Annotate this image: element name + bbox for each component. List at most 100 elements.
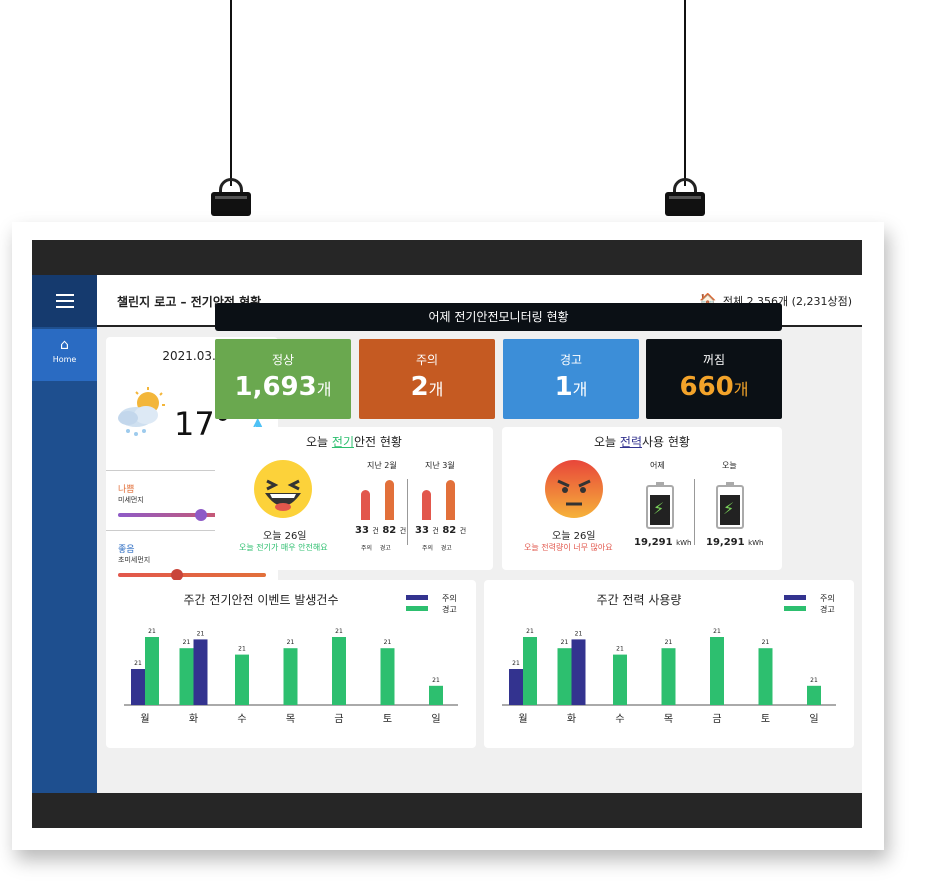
bar bbox=[807, 685, 821, 705]
ultrafine-dust-label: 초미세먼지 bbox=[118, 556, 151, 564]
count-unit: 건 bbox=[459, 527, 467, 535]
count-unit: 건 bbox=[372, 527, 379, 535]
stat-off-value: 660개 bbox=[646, 372, 782, 402]
bar bbox=[523, 637, 537, 705]
stat-warning-label: 경고 bbox=[559, 353, 583, 367]
stat-off[interactable]: 꺼짐 660개 bbox=[646, 339, 782, 419]
safety-count: 33 건 82 건 bbox=[355, 525, 406, 536]
stat-normal-number: 1,693 bbox=[234, 372, 317, 402]
hamburger-icon bbox=[55, 294, 74, 308]
legend-label: 주의 bbox=[442, 593, 457, 603]
power-value-yesterday: 19,291 kWh bbox=[634, 537, 692, 548]
bar-value-label: 21 bbox=[183, 639, 191, 646]
bar-value-label: 21 bbox=[713, 628, 721, 635]
divider bbox=[407, 479, 408, 545]
bar bbox=[235, 654, 249, 705]
power-today: 오늘 26일 bbox=[552, 531, 596, 542]
title-text: 오늘 bbox=[594, 435, 620, 449]
bar bbox=[429, 685, 443, 705]
power-panel: 오늘 전력사용 현황 오늘 26일 오늘 전력량이 너무 많아요 어제 오늘 ⚡… bbox=[502, 427, 782, 570]
battery-icon: ⚡ bbox=[646, 482, 674, 529]
sidebar-item-home[interactable]: ⌂ Home bbox=[32, 329, 97, 381]
legend-label: 경고 bbox=[379, 545, 391, 552]
stat-off-number: 660 bbox=[679, 372, 734, 402]
bar bbox=[571, 639, 586, 705]
bar bbox=[509, 669, 523, 705]
power-col-yesterday: 어제 bbox=[650, 461, 665, 470]
stat-caution-number: 2 bbox=[410, 372, 429, 402]
x-tick-label: 토 bbox=[761, 714, 770, 725]
legend-label: 경고 bbox=[820, 604, 835, 614]
bar-value-label: 21 bbox=[432, 677, 440, 684]
ultrafine-dust-level-marker bbox=[171, 569, 184, 581]
legend-swatch bbox=[784, 595, 806, 600]
safety-legend: 주의 경고 bbox=[422, 543, 452, 552]
safety-count: 33 건 82 건 bbox=[415, 525, 466, 536]
power-unit: kWh bbox=[748, 539, 764, 547]
weekly-event-chart: 주간 전기안전 이벤트 발생건수 주의 경고 21 21 월 21 21 화 21 수 21 목 21 금 2… bbox=[106, 580, 476, 748]
divider bbox=[106, 530, 278, 531]
monitoring-title: 어제 전기안전모니터링 현황 bbox=[215, 303, 782, 331]
title-highlight: 전력 bbox=[619, 435, 642, 449]
top-frame-bar bbox=[32, 240, 862, 275]
bar-value-label: 21 bbox=[384, 639, 392, 646]
bar-value-label: 21 bbox=[197, 630, 205, 637]
stat-normal[interactable]: 정상 1,693개 bbox=[215, 339, 351, 419]
ultrafine-dust-grade: 좋음 bbox=[118, 545, 135, 555]
power-value-today: 19,291 kWh bbox=[706, 537, 764, 548]
bar-value-label: 21 bbox=[665, 639, 673, 646]
binder-clip-right bbox=[665, 178, 705, 216]
safety-col-feb: 지난 2월 bbox=[367, 461, 397, 470]
bar-value-label: 21 bbox=[148, 628, 156, 635]
safety-today: 오늘 26일 bbox=[263, 531, 307, 542]
count-unit: 건 bbox=[432, 527, 439, 535]
power-message: 오늘 전력량이 너무 많아요 bbox=[524, 543, 613, 552]
divider bbox=[106, 470, 278, 471]
title-text: 사용 현황 bbox=[642, 435, 690, 449]
stat-normal-value: 1,693개 bbox=[215, 372, 351, 402]
x-tick-label: 수 bbox=[237, 713, 246, 725]
safety-legend: 주의 경고 bbox=[361, 543, 391, 552]
laughing-emoji-icon bbox=[254, 460, 312, 518]
stat-warning-value: 1개 bbox=[503, 372, 639, 402]
bottom-frame-bar bbox=[32, 793, 862, 828]
stat-caution[interactable]: 주의 2개 bbox=[359, 339, 495, 419]
stat-unit: 개 bbox=[316, 380, 332, 399]
bar bbox=[557, 648, 572, 705]
safety-bar-warning bbox=[385, 480, 394, 520]
fine-dust-level-bar bbox=[118, 509, 266, 521]
legend-label: 경고 bbox=[442, 604, 457, 614]
bar-value-label: 21 bbox=[238, 646, 246, 653]
x-tick-label: 목 bbox=[286, 713, 295, 725]
menu-button[interactable] bbox=[32, 275, 97, 327]
bar-value-label: 21 bbox=[134, 660, 142, 667]
title-text: 안전 현황 bbox=[354, 435, 402, 449]
poster: ⌂ Home 챌린지 로고 – 전기안전 현황 🏠 전체 2,356개 (2,2… bbox=[12, 222, 884, 850]
fine-dust-label: 미세먼지 bbox=[118, 496, 144, 504]
legend-swatch bbox=[406, 595, 428, 600]
x-tick-label: 토 bbox=[383, 714, 392, 725]
stat-unit: 개 bbox=[428, 380, 444, 399]
legend-label: 주의 bbox=[820, 593, 835, 603]
count-number: 82 bbox=[442, 525, 457, 536]
count-number: 33 bbox=[355, 525, 369, 536]
bar bbox=[145, 637, 159, 705]
legend-label: 경고 bbox=[440, 545, 452, 552]
stat-warning[interactable]: 경고 1개 bbox=[503, 339, 639, 419]
bar-value-label: 21 bbox=[335, 628, 343, 635]
x-tick-label: 월 bbox=[518, 713, 527, 725]
bar bbox=[179, 648, 194, 705]
stat-unit: 개 bbox=[572, 380, 588, 399]
bar-value-label: 21 bbox=[762, 639, 770, 646]
stat-normal-label: 정상 bbox=[271, 353, 295, 367]
count-number: 82 bbox=[382, 525, 397, 536]
bar bbox=[283, 648, 298, 705]
count-unit: 건 bbox=[399, 527, 407, 535]
power-panel-title: 오늘 전력사용 현황 bbox=[502, 433, 782, 450]
legend-label: 주의 bbox=[361, 545, 373, 552]
bar bbox=[332, 637, 346, 705]
bar bbox=[661, 648, 676, 705]
x-tick-label: 화 bbox=[567, 713, 576, 725]
x-tick-label: 목 bbox=[664, 713, 673, 725]
